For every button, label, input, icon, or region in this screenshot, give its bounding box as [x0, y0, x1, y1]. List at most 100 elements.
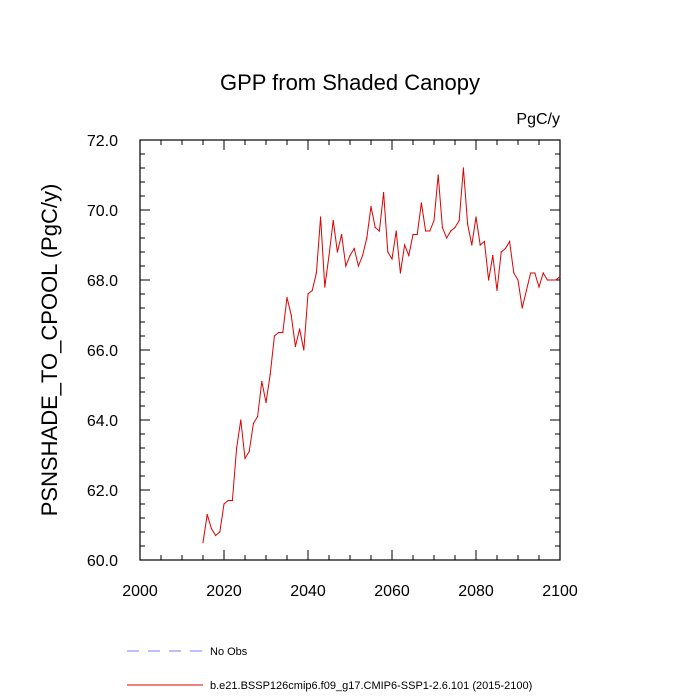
data-point — [408, 254, 410, 257]
x-tick-label: 2020 — [206, 583, 242, 600]
data-point — [542, 272, 544, 274]
data-point — [391, 258, 393, 260]
x-tick-label: 2000 — [122, 583, 158, 600]
data-point — [341, 233, 343, 236]
data-point — [324, 286, 326, 288]
x-tick-label: 2040 — [290, 583, 326, 600]
data-point — [546, 279, 549, 281]
data-point — [429, 230, 431, 232]
data-point — [307, 293, 309, 295]
data-point — [294, 345, 296, 348]
data-point — [496, 289, 498, 292]
units-label: PgC/y — [516, 111, 560, 128]
legend: No Obs b.e21.BSSP126cmip6.f09_g17.CMIP6-… — [127, 646, 532, 692]
data-point — [454, 226, 456, 229]
data-point — [446, 237, 448, 239]
data-point — [206, 513, 208, 516]
data-point — [492, 254, 494, 257]
data-point — [559, 275, 561, 278]
data-point — [467, 223, 469, 225]
data-point — [404, 244, 406, 246]
data-point — [525, 289, 528, 292]
y-tick-label: 62.0 — [87, 483, 118, 500]
y-tick-label: 66.0 — [87, 343, 118, 360]
data-point — [231, 499, 233, 502]
data-point — [215, 534, 217, 537]
data-point — [517, 279, 519, 281]
data-point — [362, 254, 364, 257]
data-point — [261, 380, 263, 383]
data-point — [278, 331, 280, 334]
y-tick-label: 72.0 — [87, 133, 118, 150]
data-point — [332, 219, 334, 222]
data-point — [349, 254, 351, 257]
data-point — [513, 272, 515, 274]
data-point — [483, 240, 485, 243]
data-point — [412, 233, 414, 236]
axis-ticks — [139, 139, 561, 561]
data-point — [551, 279, 553, 281]
data-point — [336, 251, 338, 253]
data-point — [383, 191, 385, 194]
data-point — [252, 422, 254, 425]
data-point — [257, 415, 259, 418]
data-point — [248, 450, 250, 453]
data-point — [244, 457, 246, 460]
data-point — [441, 226, 443, 229]
chart-title: GPP from Shaded Canopy — [220, 70, 480, 95]
data-point — [471, 244, 473, 246]
data-point — [227, 499, 229, 502]
y-tick-label: 70.0 — [87, 203, 118, 220]
data-point — [265, 401, 267, 404]
data-point — [357, 265, 359, 267]
series-points — [202, 167, 561, 544]
data-point — [202, 541, 204, 544]
data-point — [345, 265, 347, 267]
data-point — [488, 279, 490, 281]
data-point — [378, 230, 380, 232]
y-axis-label: PSNSHADE_TO_CPOOL (PgC/y) — [37, 184, 62, 517]
x-tick-label: 2100 — [542, 583, 578, 600]
data-point — [504, 247, 506, 250]
data-point — [219, 531, 221, 533]
data-point — [269, 373, 271, 376]
x-tick-labels: 2000 2020 2040 2060 2080 2100 — [122, 583, 578, 600]
data-point — [299, 328, 301, 330]
x-tick-label: 2060 — [374, 583, 410, 600]
data-point — [555, 279, 557, 281]
data-point — [500, 251, 502, 253]
data-point — [374, 226, 376, 229]
data-point — [437, 174, 439, 176]
data-point — [353, 247, 355, 250]
data-point — [315, 272, 317, 274]
data-point — [370, 205, 372, 208]
data-point — [462, 167, 464, 169]
series-line — [202, 167, 561, 543]
data-point — [236, 447, 238, 449]
data-point — [328, 254, 330, 257]
data-point — [290, 314, 292, 316]
data-point — [273, 335, 275, 337]
data-point — [509, 240, 511, 243]
y-tick-labels: 60.0 62.0 64.0 66.0 68.0 70.0 72.0 — [87, 133, 118, 570]
data-point — [395, 230, 397, 232]
y-tick-label: 60.0 — [87, 553, 118, 570]
data-point — [475, 216, 477, 218]
data-point — [534, 272, 536, 274]
data-point — [521, 307, 523, 309]
data-point — [416, 233, 418, 236]
data-point — [210, 527, 212, 530]
data-point — [420, 202, 422, 204]
plot-frame — [139, 139, 561, 561]
data-point — [320, 216, 322, 218]
data-point — [223, 503, 225, 505]
data-point — [530, 272, 532, 274]
y-tick-label: 64.0 — [87, 413, 118, 430]
legend-label-no-obs: No Obs — [210, 646, 248, 658]
data-point — [425, 230, 427, 232]
x-tick-label: 2080 — [458, 583, 494, 600]
data-point — [286, 296, 288, 299]
data-point — [282, 331, 284, 334]
data-point — [303, 349, 305, 351]
